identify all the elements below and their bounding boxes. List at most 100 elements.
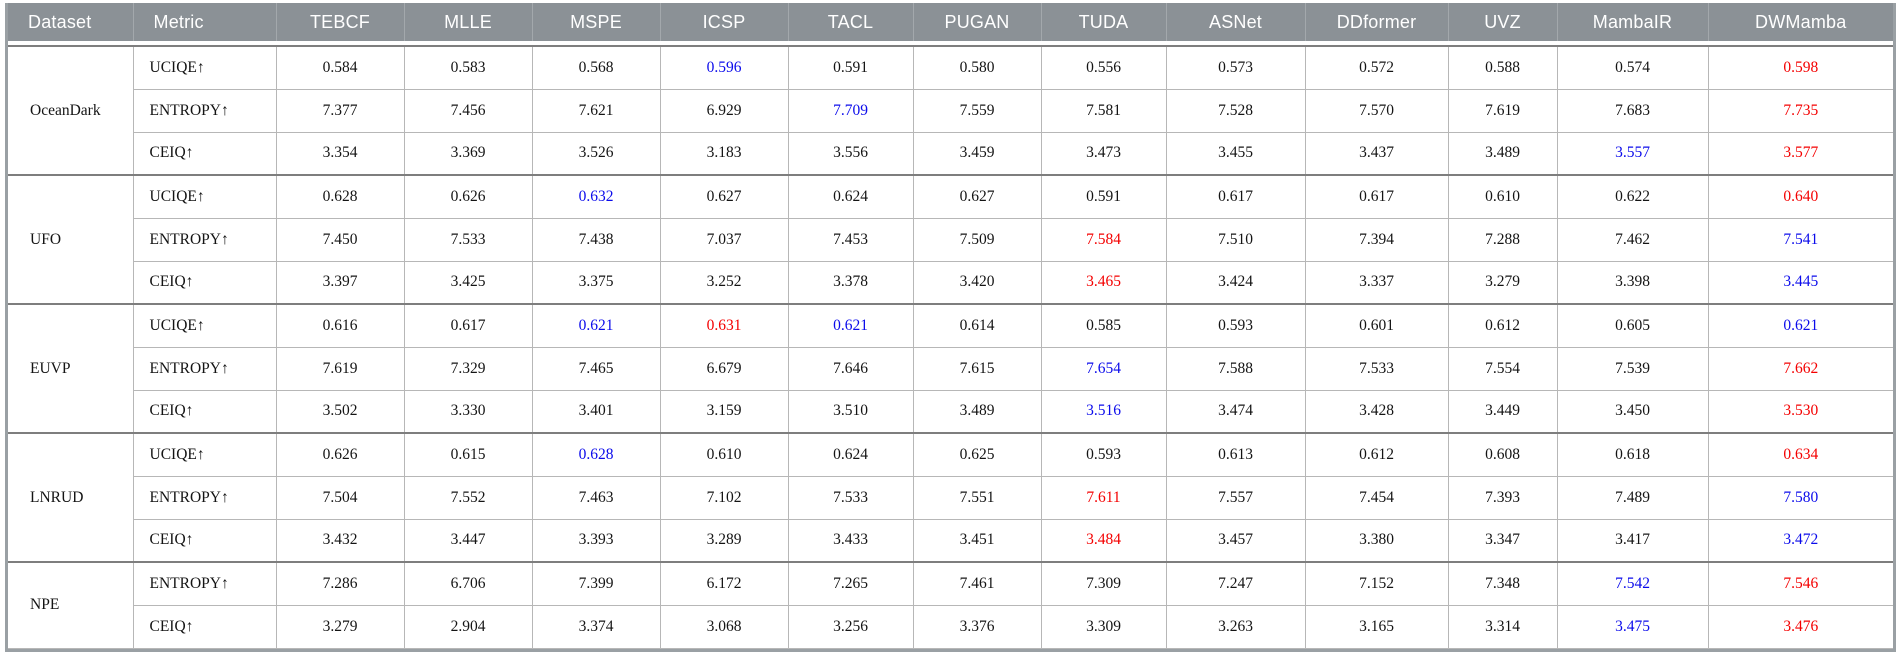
column-header-dataset: Dataset	[8, 3, 134, 41]
metric-value: 0.624	[787, 432, 914, 477]
metric-value: 7.329	[403, 346, 533, 391]
metric-value: 0.601	[1304, 303, 1449, 348]
dataset-label: LNRUD	[8, 432, 134, 563]
metric-value-best: 0.634	[1707, 432, 1893, 477]
metric-value: 0.613	[1165, 432, 1306, 477]
metric-value: 7.588	[1165, 346, 1306, 391]
metric-value: 3.263	[1165, 604, 1306, 649]
metric-value: 0.610	[659, 432, 789, 477]
metric-value: 7.265	[787, 561, 914, 606]
metric-value: 3.347	[1447, 518, 1558, 563]
metric-value: 0.625	[912, 432, 1042, 477]
table-row: CEIQ↑ 3.432 3.447 3.393 3.289 3.433 3.451 3.484…	[8, 518, 1893, 563]
metric-value-best: 0.598	[1707, 45, 1893, 90]
metric-value: 7.453	[787, 217, 914, 262]
metric-value: 3.378	[787, 260, 914, 305]
metric-label: ENTROPY↑	[132, 561, 277, 606]
column-header-tebcf: TEBCF	[276, 3, 405, 41]
metric-value: 3.447	[403, 518, 533, 563]
metric-value: 7.489	[1556, 475, 1709, 520]
metric-value-second-best: 3.472	[1707, 518, 1893, 563]
metric-value: 0.573	[1165, 45, 1306, 90]
metric-value: 3.165	[1304, 604, 1449, 649]
metric-value: 3.433	[787, 518, 914, 563]
metric-value: 7.309	[1040, 561, 1167, 606]
table-row: EUVP UCIQE↑ 0.616 0.617 0.621 0.631 0.621 0.614…	[8, 303, 1893, 434]
metric-value: 7.551	[912, 475, 1042, 520]
table-row: CEIQ↑ 3.397 3.425 3.375 3.252 3.378 3.420 3.465…	[8, 260, 1893, 305]
metric-value: 0.585	[1040, 303, 1167, 348]
metric-value: 0.616	[275, 303, 405, 348]
metric-value: 7.450	[275, 217, 405, 262]
metric-value: 7.377	[275, 88, 405, 133]
dataset-label: NPE	[8, 561, 134, 649]
metric-value: 3.417	[1556, 518, 1709, 563]
metric-value-best: 3.577	[1707, 131, 1893, 176]
metric-value: 7.554	[1447, 346, 1558, 391]
dataset-group-euvp: EUVP UCIQE↑ 0.616 0.617 0.621 0.631 0.621 0.614…	[8, 303, 1893, 434]
metric-value-best: 7.735	[1707, 88, 1893, 133]
metric-value: 0.622	[1556, 174, 1709, 219]
metric-value: 3.425	[403, 260, 533, 305]
metric-value-second-best: 0.628	[531, 432, 661, 477]
metric-value: 7.286	[275, 561, 405, 606]
metric-value: 3.369	[403, 131, 533, 176]
metric-label: CEIQ↑	[132, 260, 277, 305]
metric-value: 3.393	[531, 518, 661, 563]
table-row: UFO UCIQE↑ 0.628 0.626 0.632 0.627 0.624 0.627 0…	[8, 174, 1893, 305]
dataset-label: OceanDark	[8, 45, 134, 176]
column-header-icsp: ICSP	[660, 3, 789, 41]
dataset-group-oceandark: OceanDark UCIQE↑ 0.584 0.583 0.568 0.596 0.591…	[8, 45, 1893, 176]
metric-label: UCIQE↑	[132, 174, 277, 219]
metric-value: 0.618	[1556, 432, 1709, 477]
metric-label: CEIQ↑	[132, 604, 277, 649]
metric-value: 0.568	[531, 45, 661, 90]
table-row: CEIQ↑ 3.354 3.369 3.526 3.183 3.556 3.459 3.473…	[8, 131, 1893, 176]
metric-value: 3.437	[1304, 131, 1449, 176]
table-row: NPE ENTROPY↑ 7.286 6.706 7.399 6.172 7.265 7.46…	[8, 561, 1893, 649]
metric-value: 0.591	[1040, 174, 1167, 219]
metric-value: 6.172	[659, 561, 789, 606]
table-row: OceanDark UCIQE↑ 0.584 0.583 0.568 0.596 0.591…	[8, 45, 1893, 176]
metric-value-second-best: 0.621	[787, 303, 914, 348]
metric-value: 3.556	[787, 131, 914, 176]
metric-value: 0.574	[1556, 45, 1709, 90]
table-row: CEIQ↑ 3.279 2.904 3.374 3.068 3.256 3.376 3.309…	[8, 604, 1893, 649]
metric-value: 3.489	[912, 389, 1042, 434]
metric-value: 0.608	[1447, 432, 1558, 477]
metric-label: ENTROPY↑	[132, 88, 277, 133]
metric-value: 7.539	[1556, 346, 1709, 391]
metric-value: 0.593	[1040, 432, 1167, 477]
metric-value: 0.591	[787, 45, 914, 90]
metric-value: 7.533	[1304, 346, 1449, 391]
metric-value: 7.533	[403, 217, 533, 262]
metric-value: 0.627	[912, 174, 1042, 219]
metric-value: 7.456	[403, 88, 533, 133]
metric-value-best: 7.662	[1707, 346, 1893, 391]
metric-value: 0.556	[1040, 45, 1167, 90]
metric-value: 3.510	[787, 389, 914, 434]
metric-value: 3.449	[1447, 389, 1558, 434]
dataset-group-ufo: UFO UCIQE↑ 0.628 0.626 0.632 0.627 0.624 0.627 0…	[8, 174, 1893, 305]
metric-value-second-best: 0.621	[531, 303, 661, 348]
metric-value: 7.463	[531, 475, 661, 520]
metric-value-second-best: 7.654	[1040, 346, 1167, 391]
table-row: ENTROPY↑ 7.450 7.533 7.438 7.037 7.453 7.509 7.…	[8, 217, 1893, 262]
column-header-metric: Metric	[133, 3, 277, 41]
metric-value: 7.570	[1304, 88, 1449, 133]
column-header-uvz: UVZ	[1448, 3, 1558, 41]
metric-value: 3.451	[912, 518, 1042, 563]
metric-label: ENTROPY↑	[132, 217, 277, 262]
metric-value: 7.462	[1556, 217, 1709, 262]
metric-value: 0.584	[275, 45, 405, 90]
metric-value-second-best: 7.709	[787, 88, 914, 133]
table-row: CEIQ↑ 3.502 3.330 3.401 3.159 3.510 3.489 3.516…	[8, 389, 1893, 434]
metric-value: 0.612	[1304, 432, 1449, 477]
dataset-label: UFO	[8, 174, 134, 305]
metric-value: 3.424	[1165, 260, 1306, 305]
metric-value: 7.615	[912, 346, 1042, 391]
metric-label: ENTROPY↑	[132, 475, 277, 520]
metric-label: UCIQE↑	[132, 303, 277, 348]
metric-value-second-best: 7.580	[1707, 475, 1893, 520]
metric-value: 7.619	[1447, 88, 1558, 133]
